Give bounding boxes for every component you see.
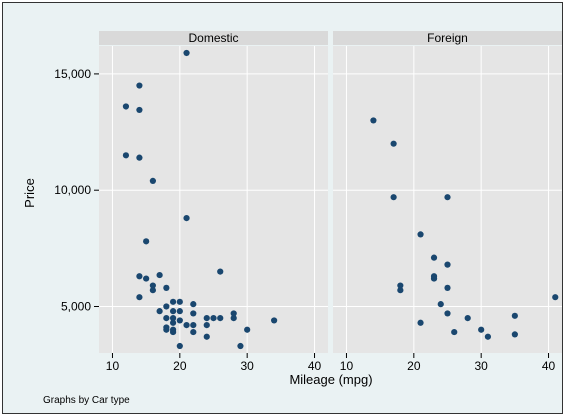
scatter-point (451, 328, 458, 336)
scatter-point (176, 342, 183, 350)
scatter-point (169, 319, 177, 326)
scatter-point (237, 342, 244, 350)
scatter-point (430, 254, 438, 261)
scatter-point (190, 301, 197, 308)
x-tick-label: 30 (240, 359, 254, 373)
panel-title: Foreign (427, 31, 468, 45)
scatter-point (122, 152, 130, 159)
scatter-point (176, 317, 183, 324)
scatter-point (136, 294, 143, 301)
scatter-point (444, 284, 451, 291)
y-tick-label: 5,000 (61, 299, 91, 313)
scatter-point (163, 284, 170, 291)
chart-figure: Domestic 10 20 30 40 5,000 10,000 15,000 Foreign… (2, 2, 563, 414)
scatter-point (163, 315, 170, 322)
scatter-point (143, 238, 150, 245)
y-tick-label: 15,000 (54, 67, 91, 81)
x-tick-label: 40 (308, 359, 322, 373)
scatter-point (183, 321, 190, 329)
scatter-point (217, 268, 224, 275)
scatter-point (511, 331, 518, 338)
x-tick-label: 20 (407, 359, 421, 373)
x-axis-title: Mileage (mpg) (289, 372, 372, 387)
scatter-point (511, 312, 518, 319)
scatter-point (183, 215, 190, 222)
panel-title: Domestic (188, 31, 238, 45)
scatter-point (397, 287, 404, 294)
scatter-point (176, 308, 183, 315)
x-tick-label: 10 (340, 359, 354, 373)
scatter-point (149, 177, 156, 184)
scatter-point (190, 328, 197, 336)
scatter-point (444, 194, 451, 201)
scatter-point (149, 282, 156, 289)
panel-0: Domestic 10 20 30 40 5,000 10,000 15,000 (54, 31, 328, 373)
scatter-point (163, 326, 170, 333)
y-axis-title: Price (22, 178, 37, 208)
graph-note: Graphs by Car type (43, 395, 130, 406)
scatter-point (478, 326, 485, 333)
scatter-point (417, 319, 424, 326)
scatter-point (136, 273, 143, 280)
x-tick-label: 30 (474, 359, 488, 373)
scatter-point (136, 106, 143, 114)
scatter-point (190, 321, 197, 329)
scatter-point (169, 308, 177, 315)
scatter-point (169, 315, 177, 322)
scatter-point (230, 310, 237, 317)
x-tick-label: 20 (173, 359, 187, 373)
scatter-point (244, 326, 251, 333)
scatter-point (149, 287, 156, 294)
scatter-point (176, 298, 183, 305)
scatter-point (217, 315, 224, 322)
panel-1: Foreign 10 20 30 40 (333, 31, 562, 373)
scatter-point (169, 328, 177, 336)
scatter-point (143, 275, 150, 282)
scatter-point (136, 154, 143, 161)
scatter-point (390, 194, 397, 201)
scatter-point (190, 310, 197, 317)
scatter-point (430, 275, 438, 282)
scatter-point (210, 315, 217, 322)
scatter-point (183, 49, 190, 57)
scatter-point (203, 315, 210, 322)
scatter-point (397, 282, 404, 289)
scatter-point (484, 333, 492, 340)
x-tick-label: 10 (106, 359, 120, 373)
scatter-point (230, 315, 237, 322)
scatter-point (552, 294, 559, 301)
scatter-point (203, 321, 210, 329)
scatter-point (370, 117, 377, 124)
scatter-point (163, 303, 170, 310)
scatter-point (444, 310, 451, 317)
panel-strip (99, 31, 328, 45)
scatter-point (169, 298, 177, 305)
scatter-point (203, 333, 210, 340)
panel-strip (333, 31, 562, 45)
scatter-point (437, 301, 444, 308)
scatter-point (390, 140, 397, 147)
x-tick-label: 40 (542, 359, 556, 373)
scatter-point (136, 82, 143, 89)
panels-layer: Domestic 10 20 30 40 5,000 10,000 15,000 Foreign… (54, 31, 562, 373)
scatter-point (156, 271, 163, 279)
scatter-point (271, 317, 278, 324)
scatter-point (156, 308, 163, 315)
scatter-point (417, 231, 424, 238)
plot-area (99, 46, 328, 353)
scatter-point (444, 261, 451, 268)
scatter-point (464, 315, 471, 322)
scatter-point (122, 103, 130, 110)
y-tick-label: 10,000 (54, 183, 91, 197)
scatter-chart-svg: Domestic 10 20 30 40 5,000 10,000 15,000 Foreign… (22, 31, 562, 406)
